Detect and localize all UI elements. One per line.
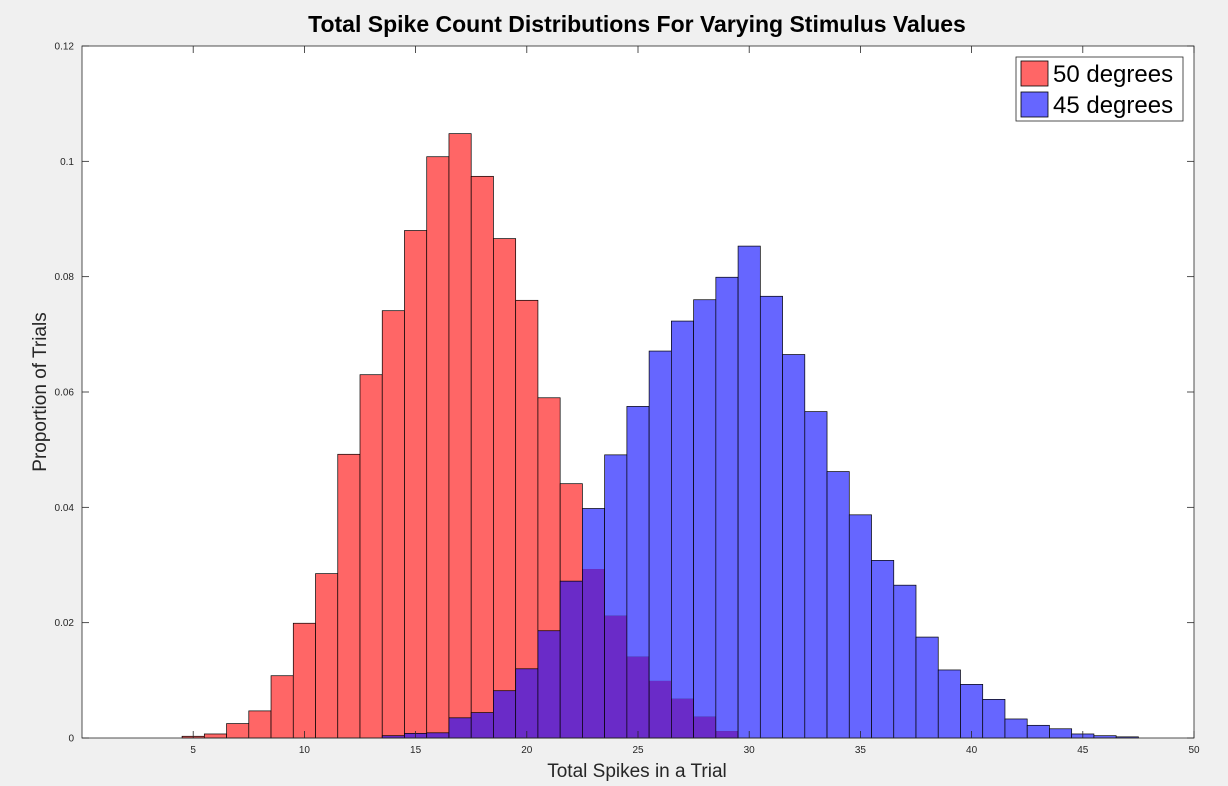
bar-45-degrees (1093, 735, 1117, 738)
bar-45-degrees (760, 296, 783, 738)
x-tick-label: 25 (632, 745, 644, 756)
x-tick-label: 5 (190, 745, 196, 756)
y-tick-label: 0.12 (55, 42, 75, 53)
legend-swatch-45-degrees (1020, 91, 1049, 118)
legend-label-45-degrees: 45 degrees (1053, 92, 1173, 119)
x-axis-label: Total Spikes in a Trial (547, 761, 727, 782)
x-tick-label: 45 (1077, 745, 1089, 756)
bar-45-degrees (982, 699, 1005, 738)
x-tick-label: 15 (410, 745, 422, 756)
bar-45-degrees (671, 321, 694, 699)
bar-45-degrees (849, 514, 872, 738)
bar-45-degrees (938, 669, 961, 738)
x-tick-label: 40 (966, 745, 978, 756)
legend-label-50-degrees: 50 degrees (1053, 61, 1173, 88)
x-tick-label: 30 (744, 745, 756, 756)
bar-overlap (582, 569, 605, 738)
bar-45-degrees (827, 471, 850, 738)
x-tick-label: 50 (1188, 745, 1200, 756)
bar-overlap (382, 735, 405, 738)
bar-50-degrees (226, 723, 250, 739)
bar-50-degrees (337, 453, 361, 739)
bar-overlap (715, 731, 739, 738)
legend: 50 degrees 45 degrees (1015, 56, 1184, 122)
bar-45-degrees (626, 406, 650, 657)
bar-50-degrees (203, 733, 227, 739)
bar-overlap (671, 698, 694, 738)
x-tick-label: 20 (521, 745, 533, 756)
bar-45-degrees (871, 560, 894, 738)
bar-overlap (426, 732, 449, 738)
bar-45-degrees (916, 637, 939, 738)
chart-title: Total Spike Count Distributions For Vary… (308, 11, 966, 37)
x-tick-label: 10 (299, 745, 311, 756)
bar-45-degrees (693, 299, 716, 717)
bar-45-degrees (1116, 736, 1139, 738)
bar-50-degrees (292, 622, 316, 739)
y-tick-label: 0.06 (55, 388, 75, 399)
bar-45-degrees (604, 454, 627, 616)
bar-45-degrees (893, 585, 916, 738)
bar-50-degrees (270, 675, 294, 739)
bar-45-degrees (960, 684, 983, 738)
plot-frame (81, 45, 1195, 739)
bar-45-degrees (1027, 725, 1050, 738)
bar-45-degrees (1004, 718, 1028, 738)
y-tick-label: 0.1 (60, 157, 74, 168)
bar-overlap (493, 690, 516, 738)
ticks-group: 5 10 15 20 25 30 35 40 45 50 0 0.02 0.04 0.06 0.08 0.1 0… (55, 42, 1200, 757)
y-tick-label: 0 (68, 734, 74, 745)
bar-50-degrees (359, 374, 383, 739)
y-tick-label: 0.02 (55, 618, 75, 629)
bar-overlap (649, 680, 672, 738)
bar-50-degrees (404, 230, 428, 739)
bar-50-degrees (248, 710, 272, 739)
bar-overlap (560, 581, 583, 738)
bar-overlap (448, 717, 472, 738)
y-axis-label: Proportion of Trials (30, 312, 51, 471)
bars-group (181, 133, 1139, 739)
bar-45-degrees (649, 351, 672, 681)
bar-overlap (604, 615, 627, 738)
bar-45-degrees (1049, 728, 1072, 738)
bar-50-degrees (315, 573, 339, 739)
x-tick-label: 35 (855, 745, 867, 756)
bar-45-degrees (738, 246, 761, 738)
bar-overlap (515, 668, 538, 738)
bar-overlap (693, 716, 716, 738)
bar-overlap (471, 712, 494, 738)
bar-50-degrees (470, 175, 494, 739)
bar-45-degrees (804, 411, 828, 738)
bar-45-degrees (782, 354, 805, 738)
bar-45-degrees (715, 277, 739, 732)
y-tick-label: 0.04 (55, 503, 75, 514)
bar-50-degrees (426, 156, 450, 739)
y-tick-label: 0.08 (55, 272, 75, 283)
bar-50-degrees (493, 238, 517, 739)
bar-overlap (537, 630, 561, 738)
bar-50-degrees (381, 310, 405, 739)
legend-swatch-50-degrees (1020, 60, 1049, 87)
bar-overlap (626, 656, 650, 738)
bar-45-degrees (582, 508, 605, 570)
bar-50-degrees (448, 133, 472, 739)
